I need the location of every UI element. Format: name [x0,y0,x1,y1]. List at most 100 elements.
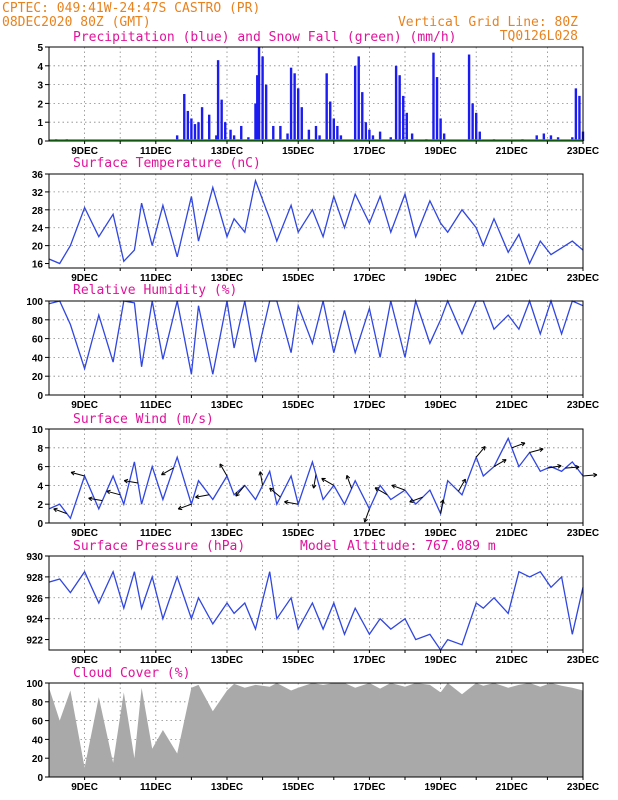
x-tick-label: 21DEC [496,146,528,157]
wind-arrow-head [481,446,486,451]
x-tick-label: 15DEC [282,146,314,157]
x-tick-label: 19DEC [424,400,456,411]
y-tick-label: 0 [37,137,43,148]
y-tick-label: 1 [37,118,43,129]
precip-bar [232,135,236,141]
wind-arrow [374,487,388,496]
precip-bar [289,67,293,141]
panel-6: Cloud Cover (%) 100 80 60 40 20 0 9DEC 11DEC 13DE… [26,666,599,793]
wind-arrow [284,501,299,505]
x-tick-label: 19DEC [424,655,456,666]
x-tick-label: 9DEC [71,655,98,666]
x-tick-label: 11DEC [140,146,172,157]
wind-arrow-head [409,498,414,504]
wind-arrow-head [258,471,264,476]
precip-bar [471,103,474,141]
x-tick-label: 9DEC [71,273,98,284]
wind-arrow-head [53,507,58,513]
wind-arrow [70,471,85,477]
panel-title: Surface Temperature (nC) [73,156,261,171]
precip-bar [229,129,232,141]
precip-bar [318,135,321,141]
y-tick-label: 80 [32,698,44,709]
wind-arrow [511,442,526,449]
precip-bar [264,84,268,141]
panel-frame [48,300,584,396]
precip-bar [339,135,343,141]
wind-arrow-head [235,492,240,497]
y-tick-label: 60 [32,717,44,728]
x-tick-label: 11DEC [140,528,172,539]
precip-bar [256,75,259,141]
x-tick-label: 23DEC [567,400,599,411]
series-line [48,436,584,520]
x-tick-label: 21DEC [496,655,528,666]
y-tick-label: 928 [26,573,43,584]
x-tick-label: 15DEC [282,273,314,284]
y-tick-label: 0 [37,773,43,784]
x-tick-label: 9DEC [71,400,98,411]
precip-bar [240,125,243,141]
wind-arrow [364,508,370,523]
precip-bar [410,133,414,141]
wind-arrow-head [311,484,317,489]
x-tick-label: 13DEC [211,782,243,793]
series-line [48,298,584,375]
y-tick-label: 926 [26,594,43,605]
panel-frame [48,555,584,651]
wind-arrow-head [502,459,507,464]
series-line [48,178,584,266]
x-tick-label: 11DEC [140,782,172,793]
precip-bar [578,95,581,141]
wind-arrow-head [195,494,200,499]
precip-bar [432,52,435,141]
station-label: CPTEC: 049:41W-24:47S CASTRO (PR) [2,1,260,16]
run-label: 08DEC2020 80Z (GMT) [2,15,151,30]
wind-arrow-head [391,484,396,489]
panel-3: Relative Humidity (%) 100 80 60 40 20 0 9DEC 11D… [26,283,599,411]
y-tick-label: 40 [32,353,44,364]
precip-bar [220,99,223,141]
precip-bar [272,125,275,141]
x-tick-label: 23DEC [567,273,599,284]
wind-arrow-head [557,463,562,469]
x-tick-label: 21DEC [496,782,528,793]
precip-bar [398,75,401,141]
precip-bar [439,118,442,141]
precip-bar [197,122,200,141]
wind-arrow-head [269,487,274,493]
wind-arrow [529,448,544,453]
x-tick-label: 15DEC [282,400,314,411]
panel-title: Relative Humidity (%) [73,283,237,298]
precip-bar [378,131,382,141]
wind-arrow-head [593,472,598,478]
y-tick-label: 100 [26,679,43,690]
precip-bar [261,56,264,141]
y-tick-label: 20 [32,754,44,765]
cloud-cover-area [49,683,583,777]
x-tick-label: 19DEC [424,528,456,539]
y-tick-label: 80 [32,316,44,327]
wind-arrow [547,465,562,469]
wind-arrow [161,467,174,476]
y-tick-label: 8 [37,444,43,455]
x-tick-label: 19DEC [424,146,456,157]
precip-bar [402,95,405,141]
x-tick-label: 23DEC [567,655,599,666]
wind-arrow [53,508,67,515]
wind-arrow-head [284,500,289,505]
wind-arrow-head [321,477,326,483]
precip-bar [183,94,186,141]
x-tick-label: 21DEC [496,273,528,284]
wind-arrow-head [539,447,544,452]
precip-bar [371,135,375,141]
y-tick-label: 2 [37,99,43,110]
wind-arrow-head [575,464,580,470]
y-tick-label: 2 [37,500,43,511]
precip-bar [394,65,398,141]
y-tick-label: 100 [26,297,43,308]
precip-bar [279,125,282,141]
wind-arrow-head [363,518,368,523]
x-tick-label: 11DEC [140,400,172,411]
